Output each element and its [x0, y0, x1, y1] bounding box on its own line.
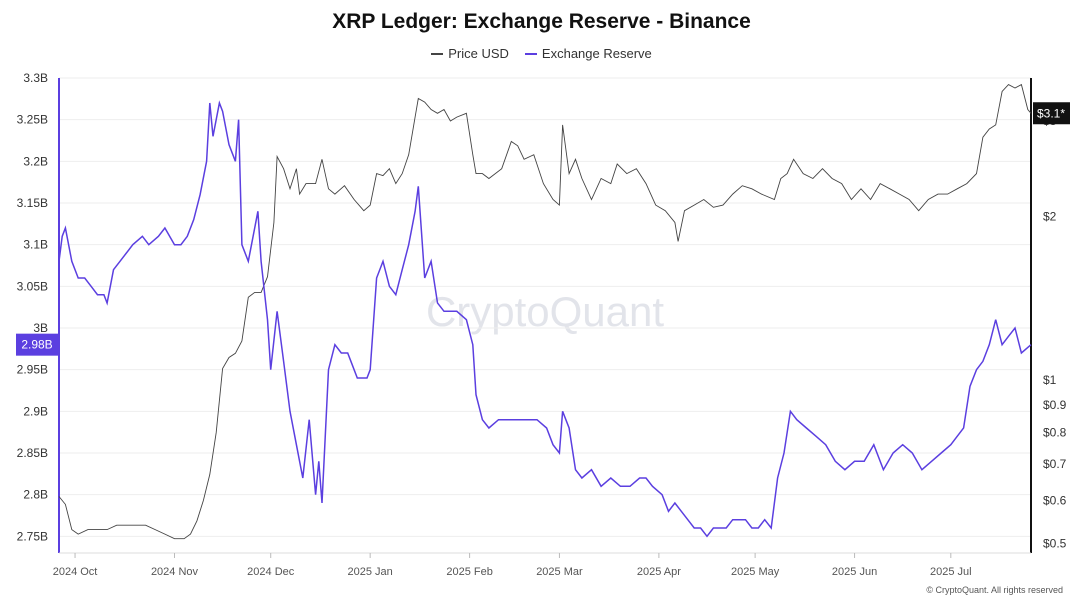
- x-tick-label: 2025 Mar: [536, 566, 583, 578]
- reserve-series-line: [58, 100, 1032, 538]
- right-axis: $0.5$0.6$0.7$0.8$0.9$1$2$3: [1030, 78, 1067, 553]
- left-tick-label: 3.3B: [23, 71, 48, 85]
- x-tick-label: 2025 Jul: [930, 566, 972, 578]
- right-tick-label: $2: [1043, 210, 1057, 224]
- x-tick-label: 2025 Jan: [348, 566, 393, 578]
- left-tick-label: 2.85B: [17, 446, 48, 460]
- left-tick-label: 3.15B: [17, 196, 48, 210]
- price-current-badge: [1033, 102, 1070, 125]
- x-tick-label: 2025 May: [731, 566, 780, 578]
- badges: 2.98B $3.1*: [16, 102, 1070, 356]
- left-tick-label: 2.8B: [23, 488, 48, 502]
- right-tick-label: $1: [1043, 373, 1057, 387]
- price-current-value: $3.1*: [1037, 106, 1065, 120]
- left-tick-label: 3.2B: [23, 154, 48, 168]
- legend-swatch-price: [431, 52, 444, 55]
- x-tick-label: 2024 Oct: [53, 566, 98, 578]
- right-tick-label: $0.6: [1043, 493, 1067, 507]
- watermark: CryptoQuant: [426, 288, 664, 335]
- left-tick-label: 2.9B: [23, 404, 48, 418]
- x-tick-label: 2024 Nov: [151, 566, 199, 578]
- x-axis: 2024 Oct 2024 Nov 2024 Dec 2025 Jan 2025 Feb…: [53, 552, 1031, 578]
- x-tick-label: 2025 Feb: [446, 566, 492, 578]
- left-axis: 2.75B 2.8B 2.85B 2.9B 2.95B 3B 3.05B 3.1B 3.15B 3…: [17, 71, 60, 553]
- left-tick-label: 3.05B: [17, 279, 48, 293]
- legend-label-reserve: Exchange Reserve: [541, 46, 652, 61]
- left-tick-label: 2.75B: [17, 529, 48, 543]
- reserve-current-badge: [16, 333, 58, 356]
- legend-item-reserve[interactable]: Exchange Reserve: [524, 46, 652, 61]
- x-tick-label: 2025 Apr: [637, 566, 681, 578]
- chart-title: XRP Ledger: Exchange Reserve - Binance: [332, 10, 751, 33]
- grid: [59, 77, 1031, 537]
- legend-swatch-reserve: [524, 52, 537, 55]
- price-series-line: [58, 83, 1032, 540]
- copyright-notice: © CryptoQuant. All rights reserved: [926, 585, 1063, 595]
- right-tick-label: $0.7: [1043, 457, 1067, 471]
- reserve-current-value: 2.98B: [21, 338, 52, 352]
- left-tick-label: 3.1B: [23, 238, 48, 252]
- left-tick-label: 3B: [33, 321, 48, 335]
- left-tick-label: 3.25B: [17, 113, 48, 127]
- x-tick-label: 2025 Jun: [832, 566, 877, 578]
- legend-label-price: Price USD: [448, 46, 509, 61]
- chart-legend: Price USD Exchange Reserve: [0, 46, 1083, 61]
- legend-item-price[interactable]: Price USD: [431, 46, 509, 61]
- right-tick-label: $0.9: [1043, 398, 1067, 412]
- right-tick-label: $0.5: [1043, 536, 1067, 550]
- x-tick-label: 2024 Dec: [247, 566, 295, 578]
- right-tick-label: $0.8: [1043, 426, 1067, 440]
- left-tick-label: 2.95B: [17, 363, 48, 377]
